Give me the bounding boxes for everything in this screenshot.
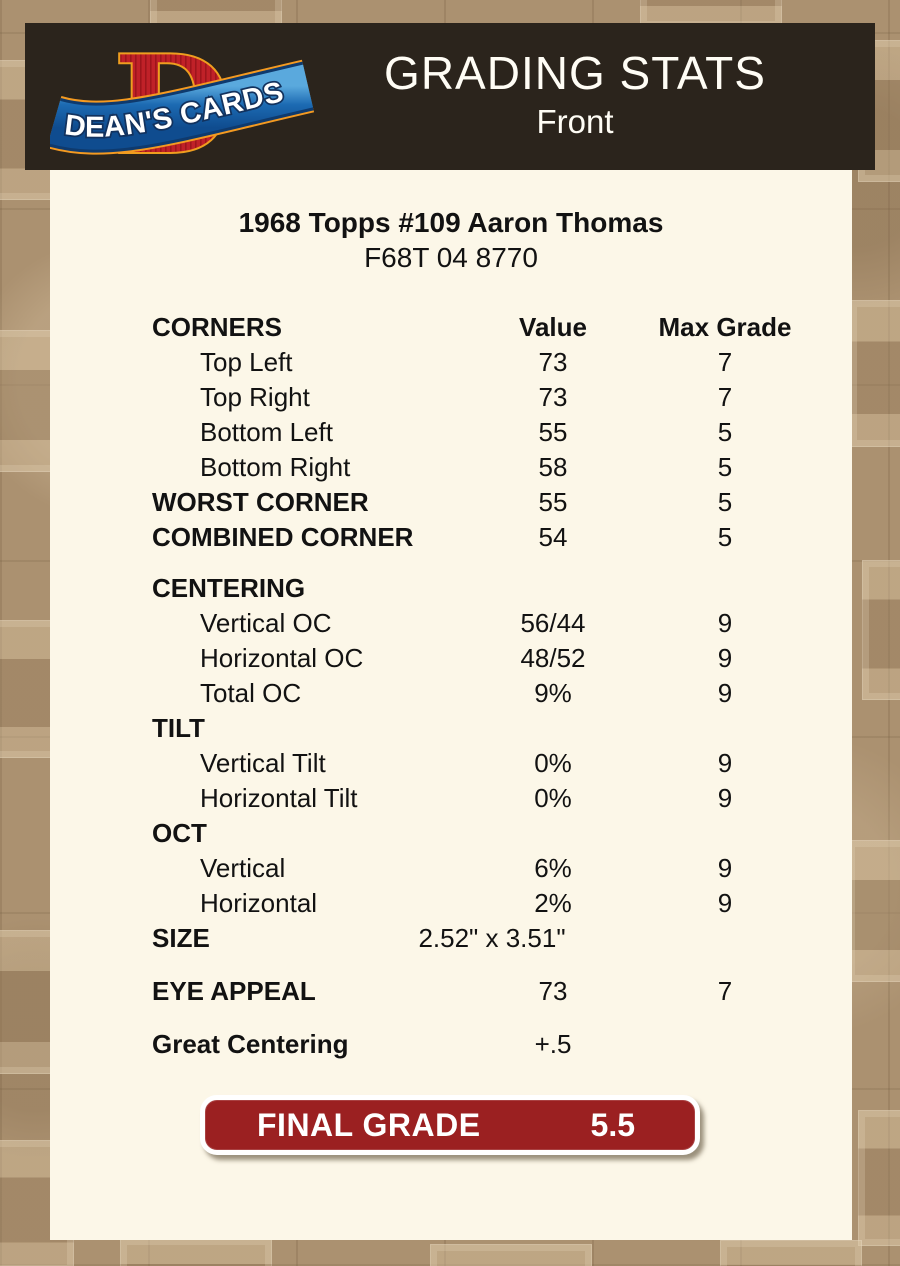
table-row: Vertical 6% 9 bbox=[152, 851, 852, 886]
final-grade-label: FINAL GRADE bbox=[257, 1106, 481, 1143]
table-row: Horizontal 2% 9 bbox=[152, 886, 852, 921]
row-label: Great Centering bbox=[152, 1029, 349, 1059]
final-grade-button[interactable]: FINAL GRADE 5.5 bbox=[200, 1095, 700, 1155]
collage-card bbox=[720, 1240, 862, 1266]
row-value: 0% bbox=[534, 783, 572, 813]
row-label: Vertical OC bbox=[200, 608, 332, 638]
row-label: Vertical bbox=[200, 853, 286, 883]
row-value: 55 bbox=[538, 487, 568, 517]
row-value: 54 bbox=[538, 522, 568, 552]
row-max-grade: 5 bbox=[717, 452, 733, 482]
column-header-value: Value bbox=[519, 312, 587, 342]
header-text-block: GRADING STATS Front bbox=[305, 23, 845, 170]
card-title: 1968 Topps #109 Aaron Thomas bbox=[238, 207, 664, 238]
row-value: 2.52" x 3.51" bbox=[418, 923, 566, 953]
grading-panel: 1968 Topps #109 Aaron Thomas F68T 04 877… bbox=[50, 170, 852, 1240]
collage-card bbox=[848, 840, 900, 982]
row-value: 73 bbox=[538, 347, 568, 377]
row-max-grade: 7 bbox=[717, 347, 733, 377]
final-grade-value: 5.5 bbox=[590, 1106, 635, 1143]
collage-card bbox=[858, 1110, 900, 1246]
row-max-grade: 5 bbox=[717, 417, 733, 447]
row-max-grade: 9 bbox=[717, 853, 733, 883]
table-row: Vertical Tilt 0% 9 bbox=[152, 746, 852, 781]
column-header-max-grade: Max Grade bbox=[658, 312, 792, 342]
row-label: EYE APPEAL bbox=[152, 976, 316, 1006]
row-label: WORST CORNER bbox=[152, 487, 369, 517]
page-subtitle: Front bbox=[536, 103, 614, 140]
row-label: Total OC bbox=[200, 678, 302, 708]
table-row: COMBINED CORNER 54 5 bbox=[152, 520, 852, 555]
row-max-grade: 9 bbox=[717, 888, 733, 918]
header-bar: D DEAN'S CARDS GRADING STATS Front bbox=[25, 23, 875, 186]
row-value: 9% bbox=[534, 678, 572, 708]
row-label: COMBINED CORNER bbox=[152, 522, 414, 552]
row-label: Bottom Left bbox=[200, 417, 333, 447]
deans-cards-logo: D DEAN'S CARDS bbox=[46, 24, 318, 186]
table-row: Top Left 73 7 bbox=[152, 345, 852, 380]
table-row: SIZE 2.52" x 3.51" bbox=[152, 921, 852, 956]
row-value: 2% bbox=[534, 888, 572, 918]
row-max-grade: 9 bbox=[717, 748, 733, 778]
row-value: 0% bbox=[534, 748, 572, 778]
table-row: Bottom Left 55 5 bbox=[152, 415, 852, 450]
table-row: Horizontal OC 48/52 9 bbox=[152, 641, 852, 676]
row-label: Horizontal bbox=[200, 888, 318, 918]
row-label: Top Right bbox=[200, 382, 310, 412]
row-label: Bottom Right bbox=[200, 452, 351, 482]
row-max-grade: 9 bbox=[717, 643, 733, 673]
card-serial-number: F68T 04 8770 bbox=[364, 242, 538, 273]
table-row: EYE APPEAL 73 7 bbox=[152, 974, 852, 1009]
row-max-grade: 5 bbox=[717, 522, 733, 552]
row-value: +.5 bbox=[534, 1029, 572, 1059]
section-row: CENTERING bbox=[152, 571, 852, 606]
table-row: Horizontal Tilt 0% 9 bbox=[152, 781, 852, 816]
collage-card bbox=[430, 1244, 592, 1266]
row-max-grade: 5 bbox=[717, 487, 733, 517]
deans-cards-logo-icon: D DEAN'S CARDS bbox=[46, 24, 315, 186]
section-row: TILT bbox=[152, 711, 852, 746]
row-label: Vertical Tilt bbox=[200, 748, 326, 778]
section-label: CORNERS bbox=[152, 312, 283, 342]
section-label: OCT bbox=[152, 818, 207, 848]
row-value: 6% bbox=[534, 853, 572, 883]
row-label: Horizontal OC bbox=[200, 643, 364, 673]
row-max-grade: 9 bbox=[717, 783, 733, 813]
table-row: Bottom Right 58 5 bbox=[152, 450, 852, 485]
row-max-grade: 9 bbox=[717, 678, 733, 708]
row-value: 56/44 bbox=[520, 608, 586, 638]
row-label: Horizontal Tilt bbox=[200, 783, 358, 813]
section-label: TILT bbox=[152, 713, 205, 743]
row-value: 55 bbox=[538, 417, 568, 447]
section-label: CENTERING bbox=[152, 573, 306, 603]
row-label: Top Left bbox=[200, 347, 293, 377]
row-value: 73 bbox=[538, 382, 568, 412]
table-row: Great Centering +.5 bbox=[152, 1027, 852, 1062]
section-row: OCT bbox=[152, 816, 852, 851]
row-value: 58 bbox=[538, 452, 568, 482]
row-max-grade: 7 bbox=[717, 382, 733, 412]
table-row: Vertical OC 56/44 9 bbox=[152, 606, 852, 641]
row-max-grade: 9 bbox=[717, 608, 733, 638]
row-value: 48/52 bbox=[520, 643, 586, 673]
page-title: GRADING STATS bbox=[384, 47, 766, 99]
collage-card bbox=[120, 1238, 272, 1266]
table-row: Total OC 9% 9 bbox=[152, 676, 852, 711]
row-max-grade: 7 bbox=[717, 976, 733, 1006]
collage-card bbox=[850, 300, 900, 447]
table-row: WORST CORNER 55 5 bbox=[152, 485, 852, 520]
table-row: Top Right 73 7 bbox=[152, 380, 852, 415]
collage-card bbox=[862, 560, 900, 700]
row-value: 73 bbox=[538, 976, 568, 1006]
row-label: SIZE bbox=[152, 923, 210, 953]
grading-table: CORNERS Value Max Grade Top Left 73 7 To… bbox=[50, 310, 852, 1062]
table-header-row: CORNERS Value Max Grade bbox=[152, 310, 852, 345]
